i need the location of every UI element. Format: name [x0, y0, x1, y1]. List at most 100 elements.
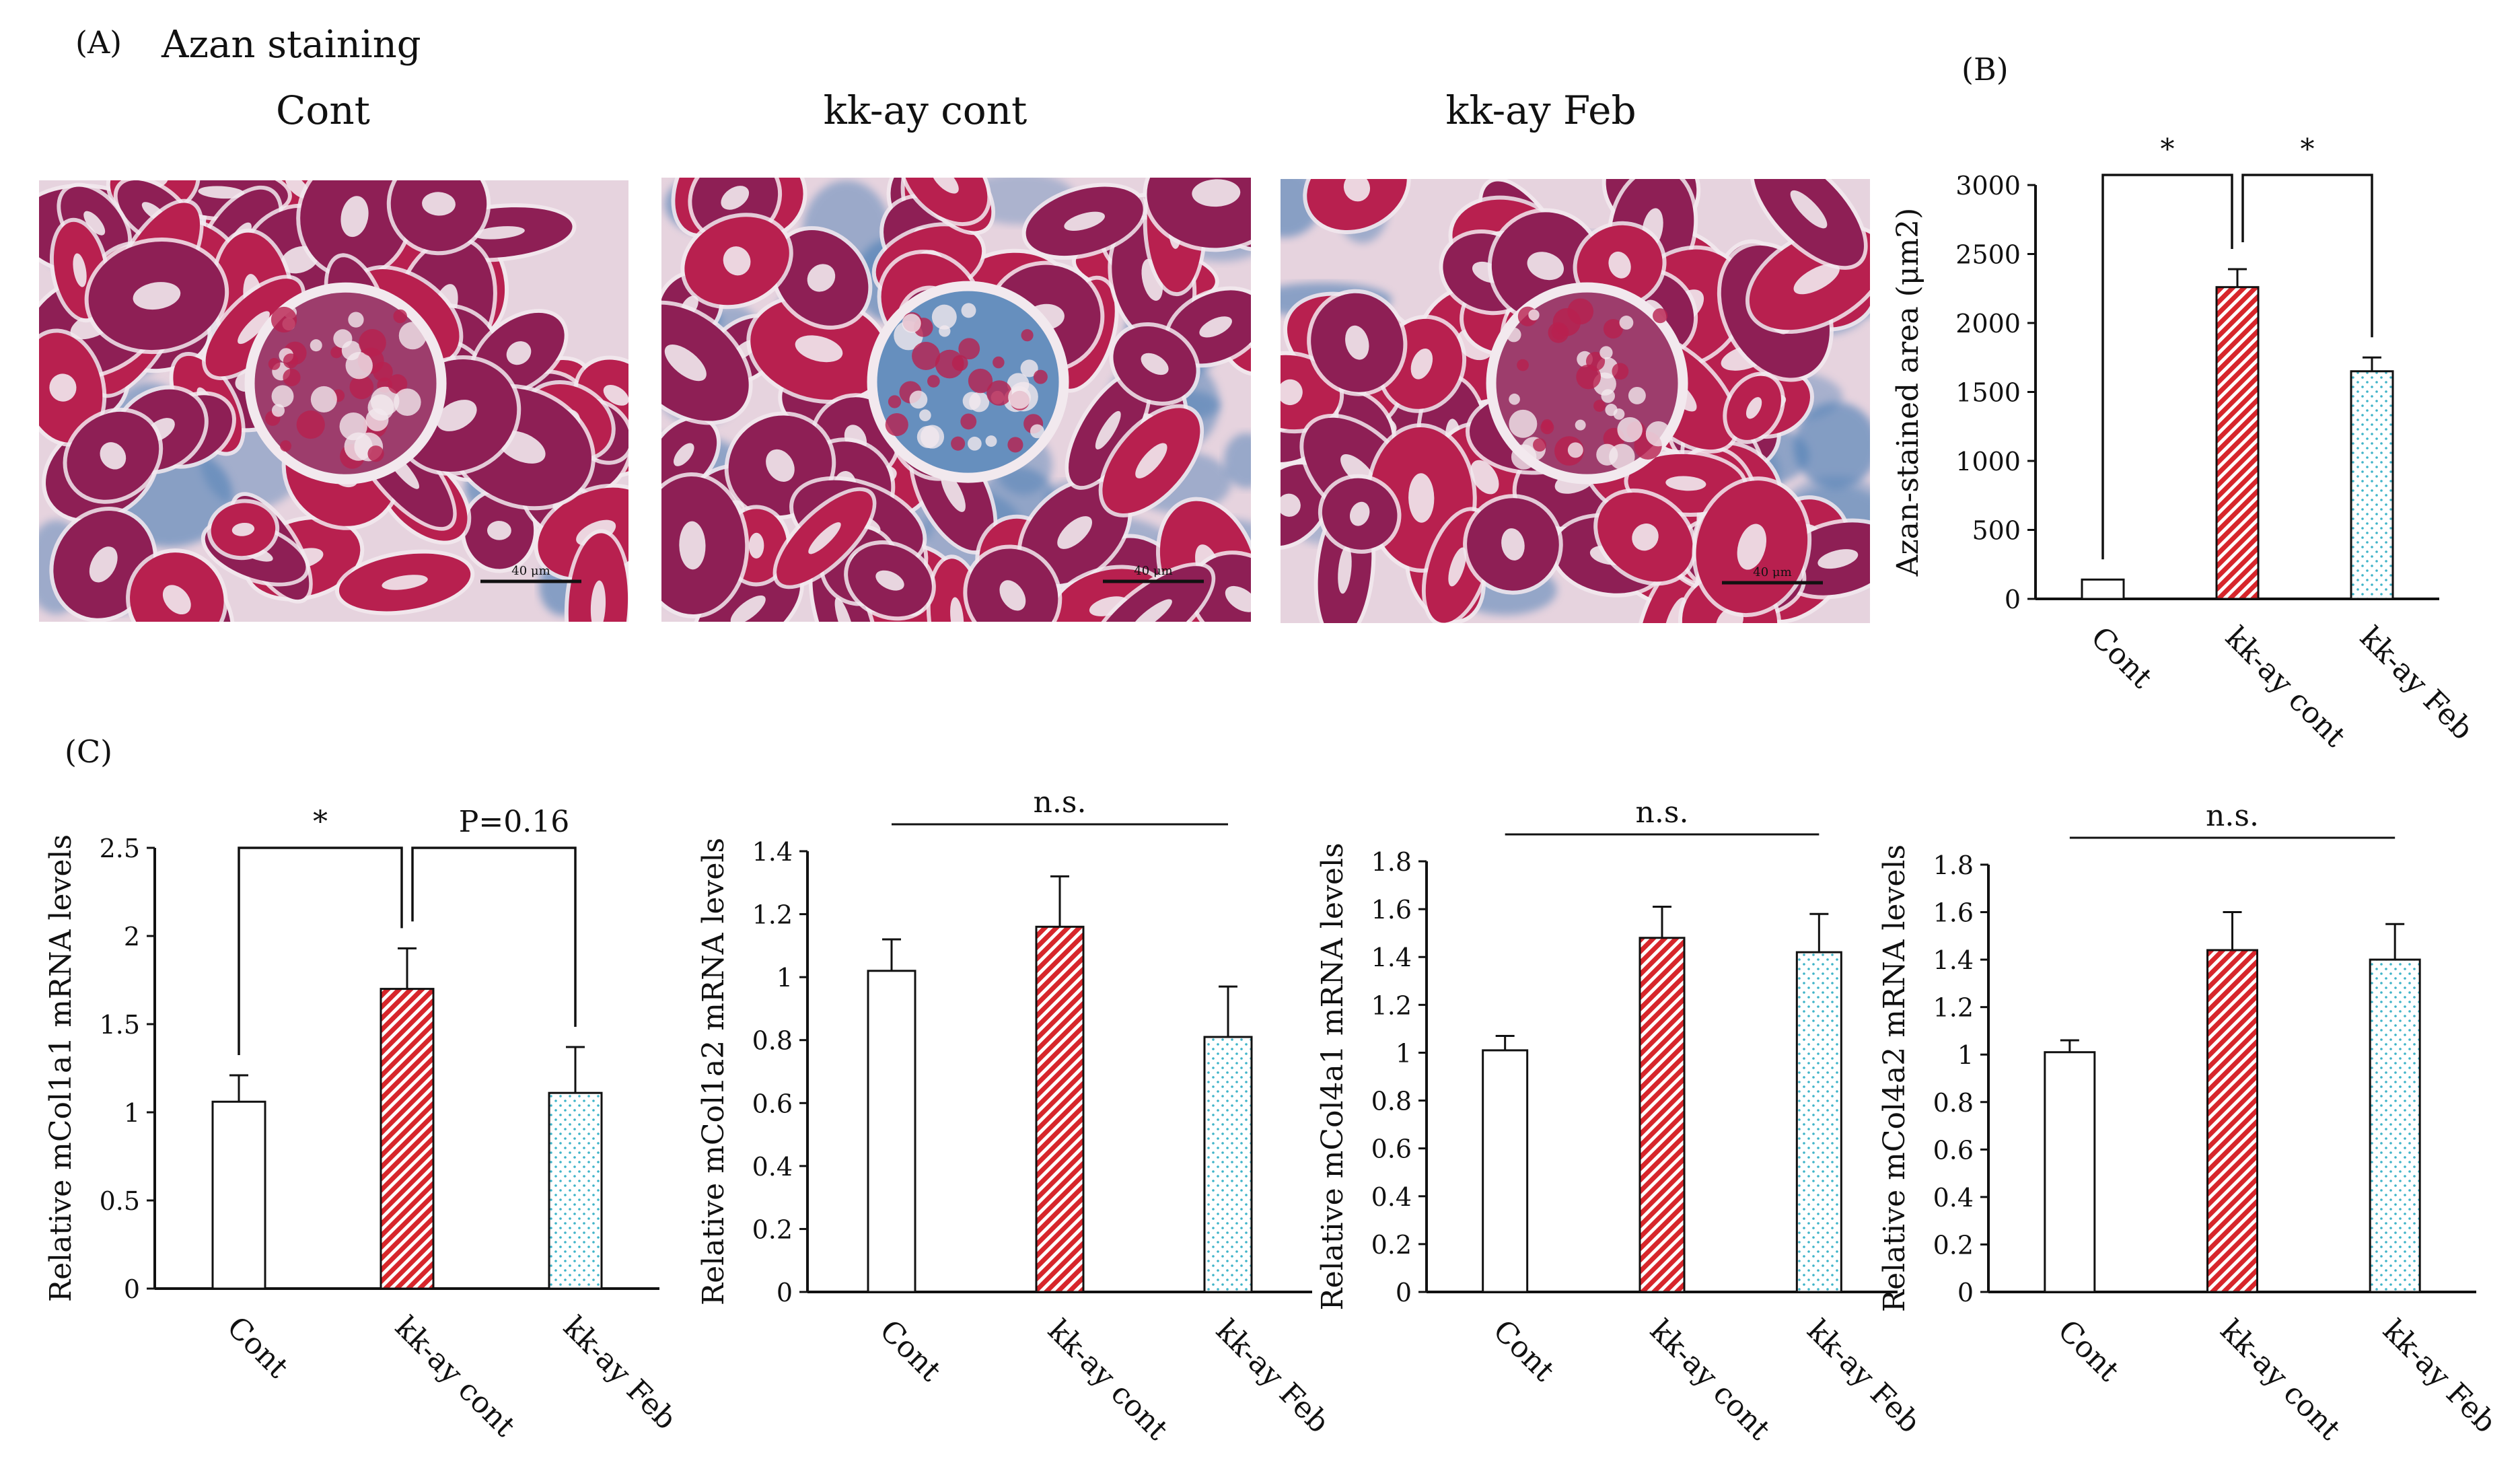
y-tick-label: 1.4	[1371, 943, 1412, 972]
y-axis-label: Relative mCol4a2 mRNA levels	[1877, 844, 1912, 1312]
y-tick-label: 1.8	[1933, 851, 1974, 880]
category-label: kk-ay cont	[2214, 1313, 2348, 1447]
category-label: Cont	[873, 1313, 947, 1388]
y-tick-label: 1.4	[1933, 945, 1974, 975]
bar-cont	[2044, 1051, 2096, 1293]
y-tick-label: 1.6	[1371, 895, 1412, 925]
micrograph-kkay-feb: 40 μm	[1281, 179, 1870, 623]
y-tick-label: 3000	[1955, 171, 2021, 201]
category-label: Cont	[2051, 1313, 2126, 1388]
y-axis-label: Relative mCol1a1 mRNA levels	[44, 834, 78, 1302]
image-title-kkay-feb: kk-ay Feb	[1445, 87, 1636, 133]
bar-kk-ay-cont	[1639, 937, 1686, 1293]
y-tick-label: 1.2	[752, 900, 793, 930]
bar-kk-ay-feb	[1203, 1036, 1253, 1293]
y-tick-label: 2500	[1955, 240, 2021, 270]
significance-bracket	[238, 846, 403, 1055]
chart-c1-col1a1: 0 0.5 1 1.5 2 2.5 Relative mCol1a1 mRNA levels…	[44, 805, 683, 1444]
y-tick-label: 0.4	[1371, 1182, 1412, 1212]
y-tick-label: 2.5	[100, 834, 140, 863]
panel-b-label: (B)	[1961, 51, 2009, 87]
category-label: kk-ay cont	[1643, 1313, 1777, 1447]
y-tick-label: 0.8	[1371, 1087, 1412, 1116]
y-tick-label: 0.2	[752, 1215, 793, 1244]
bar-kk-ay-cont	[2215, 286, 2260, 600]
y-tick-label: 0.6	[1933, 1135, 1974, 1165]
y-tick-label: 1000	[1955, 447, 2021, 476]
image-title-kkay-cont: kk-ay cont	[823, 87, 1028, 133]
y-tick-label: 1	[124, 1098, 140, 1128]
y-tick-label: 1.6	[1933, 898, 1974, 928]
significance-label: *	[2301, 133, 2315, 166]
y-tick-label: 0	[1396, 1278, 1412, 1307]
bar-kk-ay-feb	[548, 1091, 603, 1290]
y-tick-label: 0	[124, 1274, 140, 1304]
category-label: kk-ay cont	[388, 1310, 522, 1444]
y-tick-label: 1.8	[1371, 847, 1412, 877]
y-tick-label: 0.8	[1933, 1088, 1974, 1118]
bar-kk-ay-cont	[1035, 925, 1085, 1293]
y-tick-label: 1.5	[100, 1010, 140, 1040]
y-tick-label: 1.2	[1371, 990, 1412, 1020]
y-tick-label: 1500	[1955, 378, 2021, 408]
y-tick-label: 0.2	[1933, 1230, 1974, 1260]
bar-kk-ay-cont	[2206, 949, 2258, 1293]
significance-label: n.s.	[2206, 799, 2259, 833]
category-label: kk-ay Feb	[2376, 1313, 2503, 1440]
chart-c2-col1a2: 0 0.2 0.4 0.6 0.8 1 1.2 1.4 Relative mCol1a2 mRN…	[696, 785, 1336, 1447]
chart-c4-col4a2: 0 0.2 0.4 0.6 0.8 1 1.2 1.4 1.6 1.8 Relative mCol4…	[1877, 799, 2503, 1447]
y-tick-label: 500	[1972, 516, 2021, 546]
category-label: Cont	[1486, 1313, 1561, 1388]
bar-cont	[2081, 578, 2125, 600]
micrograph-kkay-cont: 40 μm	[661, 178, 1251, 622]
y-tick-label: 0	[777, 1278, 793, 1307]
scale-bar-label: 40 μm	[1134, 564, 1172, 578]
scale-bar-label: 40 μm	[511, 564, 550, 578]
significance-label: n.s.	[1636, 795, 1689, 830]
significance-bracket	[2101, 174, 2233, 560]
chart-c3-col4a1: 0 0.2 0.4 0.6 0.8 1 1.2 1.4 1.6 1.8 Relative mCol4…	[1316, 795, 1918, 1447]
y-tick-label: 2000	[1955, 309, 2021, 338]
scale-bar-label: 40 μm	[1753, 565, 1791, 579]
bar-cont	[1482, 1049, 1529, 1293]
bar-kk-ay-feb	[1795, 951, 1842, 1293]
y-tick-label: 0	[1957, 1278, 1974, 1307]
y-tick-label: 2	[124, 922, 140, 951]
significance-label: P=0.16	[459, 805, 569, 839]
category-label: Cont	[220, 1310, 295, 1385]
y-tick-label: 0.8	[752, 1026, 793, 1056]
y-tick-label: 0.4	[1933, 1183, 1974, 1213]
category-label: kk-ay Feb	[556, 1310, 683, 1437]
bar-cont	[867, 970, 916, 1293]
y-tick-label: 0.2	[1371, 1230, 1412, 1260]
chart-b-azan-area: 0 500 1000 1500 2000 2500 3000 Azan-stained are…	[1891, 133, 2480, 754]
panel-c-label: (C)	[65, 733, 113, 770]
significance-label: *	[2161, 133, 2175, 166]
image-title-cont: Cont	[276, 87, 370, 133]
bar-kk-ay-feb	[2369, 958, 2421, 1293]
significance-label: *	[313, 805, 328, 839]
bar-cont	[211, 1100, 266, 1290]
significance-label: n.s.	[1034, 785, 1087, 820]
panel-a-heading: Azan staining	[161, 23, 421, 67]
category-label: kk-ay cont	[2219, 620, 2352, 754]
y-tick-label: 0.6	[1371, 1134, 1412, 1164]
y-axis-label: Relative mCol1a2 mRNA levels	[696, 838, 731, 1305]
significance-bracket	[2241, 174, 2373, 338]
y-tick-label: 1.4	[752, 837, 793, 867]
y-axis-label: Relative mCol4a1 mRNA levels	[1316, 842, 1350, 1310]
bar-kk-ay-cont	[380, 988, 435, 1290]
y-tick-label: 1	[777, 963, 793, 993]
significance-bracket	[411, 846, 577, 1028]
category-label: kk-ay Feb	[2353, 620, 2480, 747]
micrograph-cont: 40 μm	[39, 180, 628, 622]
category-label: kk-ay cont	[1041, 1313, 1175, 1447]
panel-a-label: (A)	[75, 24, 122, 61]
bar-kk-ay-feb	[2350, 370, 2394, 600]
y-tick-label: 0.5	[100, 1186, 140, 1216]
y-axis-label: Azan-stained area (μm2)	[1891, 208, 1925, 577]
category-label: Cont	[2084, 620, 2159, 695]
y-tick-label: 0.6	[752, 1089, 793, 1118]
y-tick-label: 1	[1957, 1040, 1974, 1070]
y-tick-label: 0.4	[752, 1152, 793, 1182]
